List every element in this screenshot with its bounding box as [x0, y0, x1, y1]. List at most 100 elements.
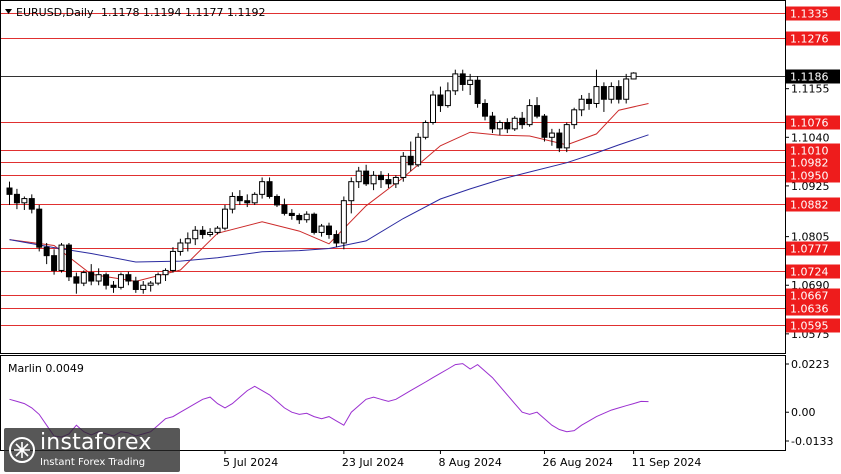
time-tick-label: 5 Jul 2024	[223, 456, 278, 469]
candle-body	[474, 79, 481, 104]
candle-body	[221, 208, 228, 229]
candle	[221, 204, 228, 231]
candle	[363, 164, 370, 186]
candle-body	[586, 98, 593, 104]
candle-body	[296, 214, 303, 221]
candle	[511, 116, 518, 131]
instaforex-logo-icon	[9, 437, 35, 463]
candle-body	[192, 229, 199, 240]
level-label: 1.1276	[790, 33, 829, 46]
candle	[608, 82, 615, 104]
marlin-line	[9, 363, 649, 438]
candle-body	[28, 198, 35, 210]
oscillator-title: Marlin 0.0049	[8, 362, 84, 375]
level-label: 1.0950	[790, 170, 829, 183]
level-label-box	[786, 168, 840, 183]
chart-header: EURUSD,Daily 1.1178 1.1194 1.1177 1.1192	[5, 6, 265, 19]
candle-body	[600, 86, 607, 100]
time-tick-label: 11 Sep 2024	[632, 456, 702, 469]
level-label-box	[786, 197, 840, 212]
candle	[169, 247, 176, 273]
candle	[65, 242, 72, 282]
candle-body	[355, 170, 362, 183]
candle	[430, 90, 437, 125]
candle	[437, 86, 444, 112]
candle-body	[511, 117, 518, 130]
candle	[519, 111, 526, 129]
candle	[13, 188, 20, 210]
candle	[400, 152, 407, 182]
candle	[58, 242, 65, 273]
candle	[147, 281, 154, 292]
candle-body	[363, 170, 370, 185]
candle	[318, 223, 325, 237]
candle-body	[162, 269, 169, 276]
candle	[43, 242, 50, 265]
candle-body	[541, 115, 548, 138]
marlin-oscillator: 0.0223 0.00 -0.0133	[0, 355, 833, 451]
candle-body	[385, 179, 392, 185]
level-label: 1.0636	[790, 303, 829, 316]
slow-moving-average-line	[9, 134, 649, 263]
candle	[303, 211, 310, 223]
candle	[452, 69, 459, 96]
candle	[586, 92, 593, 110]
candle-body	[563, 124, 570, 149]
candle	[571, 107, 578, 129]
candle-body	[36, 208, 43, 248]
candle	[422, 120, 429, 140]
candle	[162, 268, 169, 282]
level-label-box	[786, 318, 840, 333]
candle-body	[251, 193, 258, 204]
dropdown-triangle-icon[interactable]	[5, 9, 12, 14]
candle	[311, 212, 318, 235]
candle-body	[415, 136, 422, 166]
level-label: 1.0882	[790, 199, 829, 212]
candle	[615, 80, 622, 104]
level-label-box	[786, 69, 840, 84]
candle-body	[504, 122, 511, 130]
candle	[489, 111, 496, 134]
level-label: 1.0982	[790, 157, 829, 170]
osc-tick-label: 0.00	[791, 406, 816, 419]
candle-body	[519, 117, 526, 126]
osc-tick-label: 0.0223	[791, 358, 830, 371]
candle-body	[80, 272, 87, 284]
candle	[140, 281, 147, 294]
time-axis: 5 Jul 2024 23 Jul 2024 8 Aug 2024 26 Aug 20…	[223, 450, 701, 469]
level-label-box	[786, 301, 840, 316]
candle-body	[103, 274, 110, 286]
candle-body	[132, 280, 139, 290]
candle	[214, 226, 221, 235]
candle-body	[489, 115, 496, 130]
candle	[623, 73, 630, 104]
level-label: 1.0724	[790, 266, 829, 279]
candle	[103, 272, 110, 290]
candle-body	[125, 274, 132, 282]
level-label-box	[786, 143, 840, 158]
main-pane-frame	[0, 0, 786, 354]
candle-body	[452, 73, 459, 92]
candle-body	[482, 102, 489, 117]
candle	[155, 272, 162, 286]
level-label: 1.1335	[790, 8, 829, 21]
candle-body	[273, 195, 280, 206]
candle-body	[407, 155, 414, 166]
price-tick-label: 1.1040	[791, 131, 830, 144]
candle-body	[467, 79, 474, 85]
candle-body	[534, 105, 541, 117]
candle	[563, 122, 570, 153]
candle	[474, 76, 481, 108]
candle-body	[422, 122, 429, 138]
candle-body	[615, 86, 622, 100]
level-label-box	[786, 31, 840, 46]
candle	[444, 82, 451, 108]
candle-body	[623, 78, 630, 100]
candle	[333, 230, 340, 248]
candle	[110, 281, 117, 293]
candle	[385, 173, 392, 189]
price-tick-label: 1.1155	[791, 83, 830, 96]
candle-body	[333, 234, 340, 244]
